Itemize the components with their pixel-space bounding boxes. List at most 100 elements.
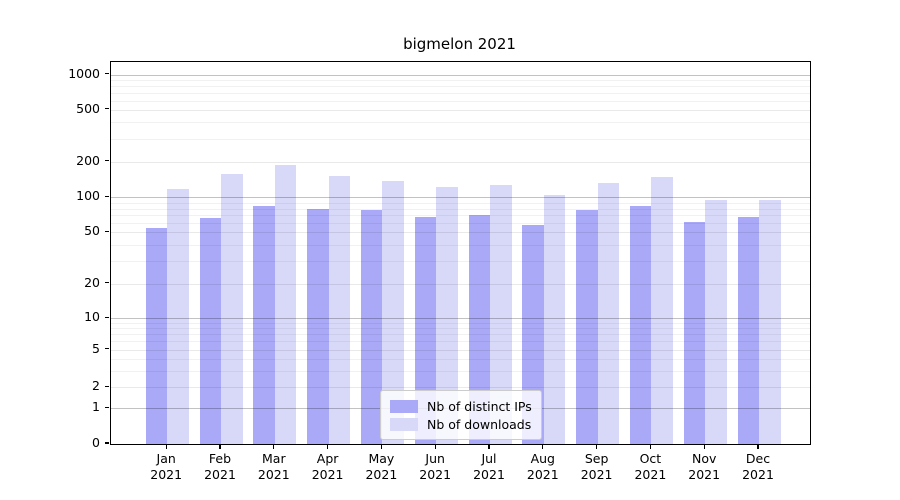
bar-distinct-ips (199, 218, 221, 444)
y-tick-label: 2 (92, 378, 100, 394)
y-tick-mark (104, 385, 109, 387)
x-tick-month: Feb (208, 451, 232, 466)
x-tick-mark (380, 444, 382, 449)
bar-distinct-ips (145, 228, 168, 444)
y-tick-label: 1 (92, 399, 100, 415)
x-tick-label: Nov 2021 (676, 451, 732, 483)
x-tick-month: Sep (584, 451, 609, 466)
chart-title: bigmelon 2021 (403, 35, 516, 53)
y-tick-mark (104, 282, 109, 284)
bar-distinct-ips (253, 206, 275, 444)
y-tick-label: 5 (92, 340, 100, 356)
x-tick-mark (434, 444, 436, 449)
bars-layer (111, 62, 810, 444)
x-tick-month: Oct (639, 451, 662, 466)
x-tick-mark (649, 444, 651, 449)
x-tick-year: 2021 (419, 467, 452, 482)
bar-distinct-ips (629, 206, 652, 444)
x-tick-mark (219, 444, 221, 449)
bar-downloads (651, 176, 673, 444)
x-tick-year: 2021 (311, 467, 344, 482)
x-tick-mark (273, 444, 275, 449)
x-tick-label: May 2021 (353, 451, 409, 483)
x-tick-year: 2021 (257, 467, 290, 482)
x-tick-label: Jan 2021 (138, 451, 194, 483)
x-tick-mark (542, 444, 544, 449)
x-tick-year: 2021 (580, 467, 613, 482)
bar-downloads (167, 189, 189, 444)
y-tick-mark (104, 347, 109, 350)
bar-downloads (436, 187, 458, 444)
bar-distinct-ips (737, 217, 759, 444)
x-tick-month: Jan (156, 451, 176, 466)
bar-distinct-ips (576, 210, 598, 444)
x-tick-mark (165, 444, 167, 449)
legend: Nb of distinct IPs Nb of downloads (380, 390, 542, 440)
x-tick-year: 2021 (365, 467, 398, 482)
legend-label: Nb of distinct IPs (427, 398, 532, 414)
bar-downloads (328, 176, 351, 444)
x-tick-mark (703, 444, 705, 449)
bar-distinct-ips (683, 222, 706, 444)
y-tick-mark (104, 442, 109, 444)
legend-label: Nb of downloads (427, 416, 532, 432)
x-tick-month: May (368, 451, 395, 466)
y-tick-mark (104, 406, 109, 408)
x-tick-month: Apr (316, 451, 339, 466)
legend-item: Nb of distinct IPs (390, 397, 532, 415)
x-tick-label: Jun 2021 (407, 451, 463, 483)
x-tick-mark (757, 444, 759, 449)
bar-downloads (705, 200, 727, 444)
legend-item: Nb of downloads (390, 415, 532, 433)
y-tick-label: 100 (76, 188, 100, 204)
y-tick-label: 1000 (68, 65, 100, 81)
x-tick-label: Mar 2021 (246, 451, 302, 483)
bar-downloads (543, 194, 566, 444)
x-tick-month: Jun (425, 451, 445, 466)
legend-swatch (390, 417, 418, 431)
x-tick-month: Jul (481, 451, 497, 466)
bar-distinct-ips (360, 210, 383, 444)
x-tick-label: Dec 2021 (730, 451, 786, 483)
x-tick-year: 2021 (742, 467, 774, 482)
bar-downloads (274, 164, 297, 444)
x-tick-year: 2021 (473, 467, 505, 482)
y-tick-mark (104, 230, 109, 232)
x-tick-label: Sep 2021 (569, 451, 625, 483)
bar-downloads (490, 185, 512, 444)
x-tick-year: 2021 (688, 467, 721, 482)
x-tick-month: Dec (745, 451, 771, 466)
x-tick-month: Mar (262, 451, 286, 466)
x-tick-year: 2021 (150, 467, 183, 482)
x-tick-label: Jul 2021 (461, 451, 517, 483)
x-tick-mark (327, 444, 329, 449)
x-tick-month: Nov (691, 451, 717, 466)
x-tick-label: Aug 2021 (515, 451, 571, 483)
bar-distinct-ips (468, 215, 490, 444)
y-tick-mark (104, 108, 109, 110)
x-tick-mark (596, 444, 598, 449)
y-tick-label: 200 (76, 152, 100, 168)
y-tick-mark (104, 73, 109, 75)
x-tick-year: 2021 (204, 467, 236, 482)
y-tick-label: 10 (84, 309, 100, 325)
bar-downloads (759, 199, 781, 444)
y-tick-mark (104, 195, 109, 197)
y-tick-label: 0 (92, 435, 100, 450)
y-tick-mark (104, 316, 109, 318)
x-tick-year: 2021 (634, 467, 667, 482)
bar-distinct-ips (522, 224, 544, 444)
x-tick-year: 2021 (526, 467, 559, 482)
plot-area: Nb of distinct IPs Nb of downloads (110, 61, 811, 445)
x-tick-label: Apr 2021 (300, 451, 356, 483)
x-tick-mark (488, 444, 490, 449)
y-tick-label: 20 (84, 274, 100, 290)
y-tick-label: 50 (84, 223, 100, 239)
x-tick-label: Feb 2021 (192, 451, 248, 483)
y-tick-label: 500 (76, 100, 100, 116)
bar-downloads (597, 183, 620, 444)
x-tick-month: Aug (530, 451, 555, 466)
bar-distinct-ips (414, 217, 437, 444)
y-tick-mark (104, 159, 109, 162)
